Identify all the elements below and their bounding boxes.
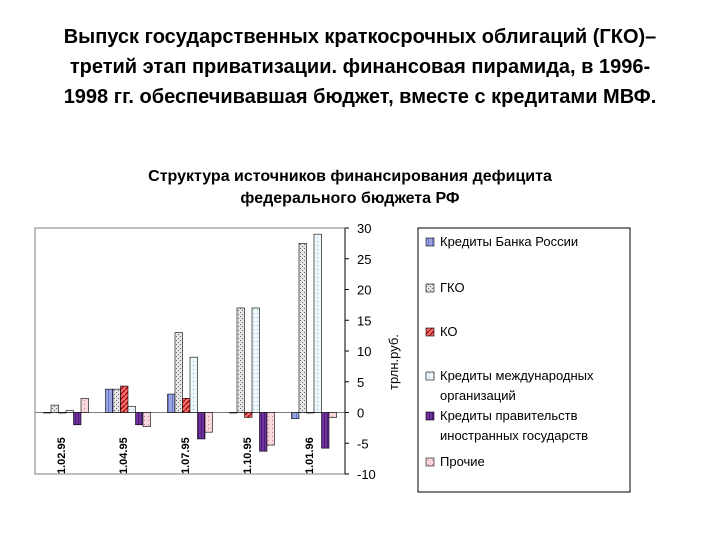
bar-4-1 [65, 410, 74, 413]
bar-2-1 [50, 404, 59, 413]
slide-title-line-1: Выпуск государственных краткосрочных обл… [63, 26, 657, 48]
y-axis-label: трлн.руб. [386, 334, 401, 390]
legend-swatch [425, 327, 435, 337]
plot-frame [34, 227, 346, 475]
chart-title-line-2: федерального бюджета РФ [240, 190, 460, 207]
y-tick-label: -10 [357, 467, 376, 482]
chart-title-line-1: Структура источников финансирования дефи… [148, 168, 552, 185]
legend-entry: ГКО [440, 280, 465, 295]
legend-entry: КО [440, 324, 458, 339]
y-tick-label: 5 [357, 375, 364, 390]
plot-area [34, 227, 346, 475]
legend-swatch [425, 411, 435, 421]
bar-1-3 [167, 393, 176, 413]
bar-6-2 [142, 412, 151, 427]
bar-3-1 [58, 412, 67, 414]
bar-2-3 [174, 332, 183, 413]
bar-5-5 [321, 412, 330, 449]
category-labels: 1.02.95 1.04.95 1.07.95 1.10.95 1.01.96 [56, 437, 316, 474]
bars-group [43, 233, 337, 452]
slide-title-line-3: 1998 гг. обеспечивавшая бюджет, вместе с… [63, 86, 657, 108]
legend-entry: Кредиты международных организаций [440, 368, 594, 403]
legend-entry: Кредиты Банка России [440, 234, 578, 249]
y-tick-label: 20 [357, 283, 371, 298]
y-tick-label: 25 [357, 252, 371, 267]
y-tick-label: 30 [357, 221, 371, 236]
bar-5-2 [135, 412, 144, 426]
category-label: 1.04.95 [118, 437, 130, 474]
bar-2-5 [298, 243, 307, 413]
legend-swatch [425, 237, 435, 247]
legend-swatch [425, 457, 435, 467]
y-tick-label: 15 [357, 313, 371, 328]
y-axis: 30 25 20 15 10 5 0 -5 -10 [344, 221, 376, 482]
bar-2-2 [112, 388, 121, 413]
bar-3-4 [244, 412, 253, 418]
legend-entry: Прочие [440, 454, 485, 469]
bar-6-1 [80, 398, 89, 413]
bar-2-4 [236, 307, 245, 413]
bar-5-4 [259, 412, 268, 452]
bar-3-5 [306, 412, 315, 414]
bar-1-4 [229, 412, 238, 414]
category-label: 1.07.95 [180, 437, 192, 474]
category-label: 1.10.95 [242, 437, 254, 474]
legend-entry: Кредиты правительств иностранных государс… [440, 408, 588, 443]
bar-1-2 [105, 388, 114, 413]
bar-6-4 [266, 412, 275, 446]
bar-3-2 [120, 385, 129, 413]
bar-5-3 [197, 412, 206, 440]
legend-swatch [425, 371, 435, 381]
legend-swatch [425, 283, 435, 293]
bar-6-5 [328, 412, 337, 418]
category-label: 1.01.96 [304, 437, 316, 474]
bar-4-4 [251, 307, 260, 413]
bar-4-2 [127, 406, 136, 413]
bar-4-3 [189, 356, 198, 413]
chart-title: Структура источников финансирования дефи… [70, 166, 630, 210]
slide-title: Выпуск государственных краткосрочных обл… [20, 22, 700, 112]
bar-4-5 [313, 233, 322, 413]
y-tick-label: 10 [357, 344, 371, 359]
bar-3-3 [182, 398, 191, 413]
bar-5-1 [73, 412, 82, 426]
y-tick-label: 0 [357, 406, 364, 421]
legend-box [417, 227, 631, 493]
legend: Кредиты Банка России ГКО КО Кредиты междуна… [417, 227, 631, 493]
slide-title-line-2: третий этап приватизации. финансовая пир… [69, 56, 651, 78]
category-label: 1.02.95 [56, 437, 68, 474]
bar-6-3 [204, 412, 213, 433]
y-tick-label: -5 [357, 436, 369, 451]
bar-1-5 [291, 412, 300, 419]
bar-1-1 [43, 412, 52, 414]
